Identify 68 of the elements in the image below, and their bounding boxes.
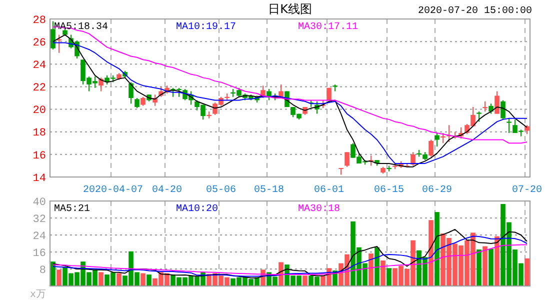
candlestick: [140, 96, 146, 106]
text: MA30:17.11: [298, 22, 358, 33]
bar: [476, 249, 482, 286]
line-series: [52, 244, 528, 276]
candlestick: [410, 152, 416, 166]
bar: [56, 270, 62, 286]
bar: [116, 273, 122, 286]
y-axis-title: x万: [30, 289, 46, 300]
candlestick: [476, 111, 482, 122]
chart-subtitle: 2020-07-20 15:00:00: [418, 6, 532, 17]
bar: [488, 248, 494, 286]
candlestick: [344, 152, 350, 168]
x-tick-label: 06-29: [422, 185, 452, 196]
series-label: MA5:18.34: [54, 22, 108, 33]
bar: [494, 236, 500, 286]
candlestick: [482, 100, 488, 112]
x-tick-label: 2020-04-07: [82, 185, 144, 196]
bar: [50, 262, 56, 286]
y-tick-label: 32: [32, 214, 46, 226]
chart-title: 日K线图: [268, 2, 312, 16]
candlestick: [128, 82, 134, 104]
bar: [374, 247, 380, 286]
bar: [98, 272, 104, 286]
line-series: [52, 228, 528, 278]
candlestick: [428, 139, 434, 158]
candlestick: [440, 132, 446, 144]
y-tick-label: 26: [32, 37, 46, 50]
line-series: [52, 236, 528, 277]
y-tick-label: 24: [32, 60, 46, 72]
y-tick-label: 14: [32, 172, 46, 185]
text: MA5:21: [54, 204, 90, 215]
candlestick: [50, 20, 56, 50]
y-tick-label: 40: [32, 196, 46, 209]
candlestick: [134, 98, 140, 109]
y-tick-label: 28: [32, 14, 46, 27]
text: MA10:20: [176, 204, 218, 215]
bar: [146, 274, 152, 286]
bar: [140, 273, 146, 286]
text: MA10:19.17: [176, 22, 236, 33]
candlestick: [434, 132, 440, 148]
x-tick-label: 06-15: [374, 185, 404, 196]
bar: [524, 258, 530, 286]
x-tick-label: 04-20: [152, 185, 182, 196]
y-tick-label: 24: [32, 230, 46, 243]
bar: [434, 212, 440, 286]
candlestick: [524, 124, 530, 135]
text: MA30:18: [298, 204, 340, 215]
bar: [302, 276, 308, 286]
y-tick-label: 16: [32, 248, 46, 260]
candlestick: [488, 103, 494, 114]
bar: [368, 253, 374, 286]
bar: [428, 220, 434, 286]
candlestick: [494, 90, 500, 114]
x-tick-label: 06-01: [314, 185, 344, 196]
y-tick-label: 22: [32, 82, 46, 95]
x-tick-label: 05-06: [206, 185, 236, 196]
bar: [380, 260, 386, 286]
x-tick-label: 05-18: [254, 185, 284, 196]
bar: [278, 262, 284, 286]
y-tick-label: 8: [39, 264, 46, 277]
bar: [386, 268, 392, 286]
bar: [482, 246, 488, 286]
candlestick: [506, 118, 512, 134]
y-tick-label: 20: [32, 105, 46, 118]
y-tick-label: 16: [32, 150, 46, 162]
y-tick-label: 18: [32, 128, 46, 140]
candlestick: [500, 100, 506, 120]
x-tick-label: 07-20: [512, 185, 542, 196]
